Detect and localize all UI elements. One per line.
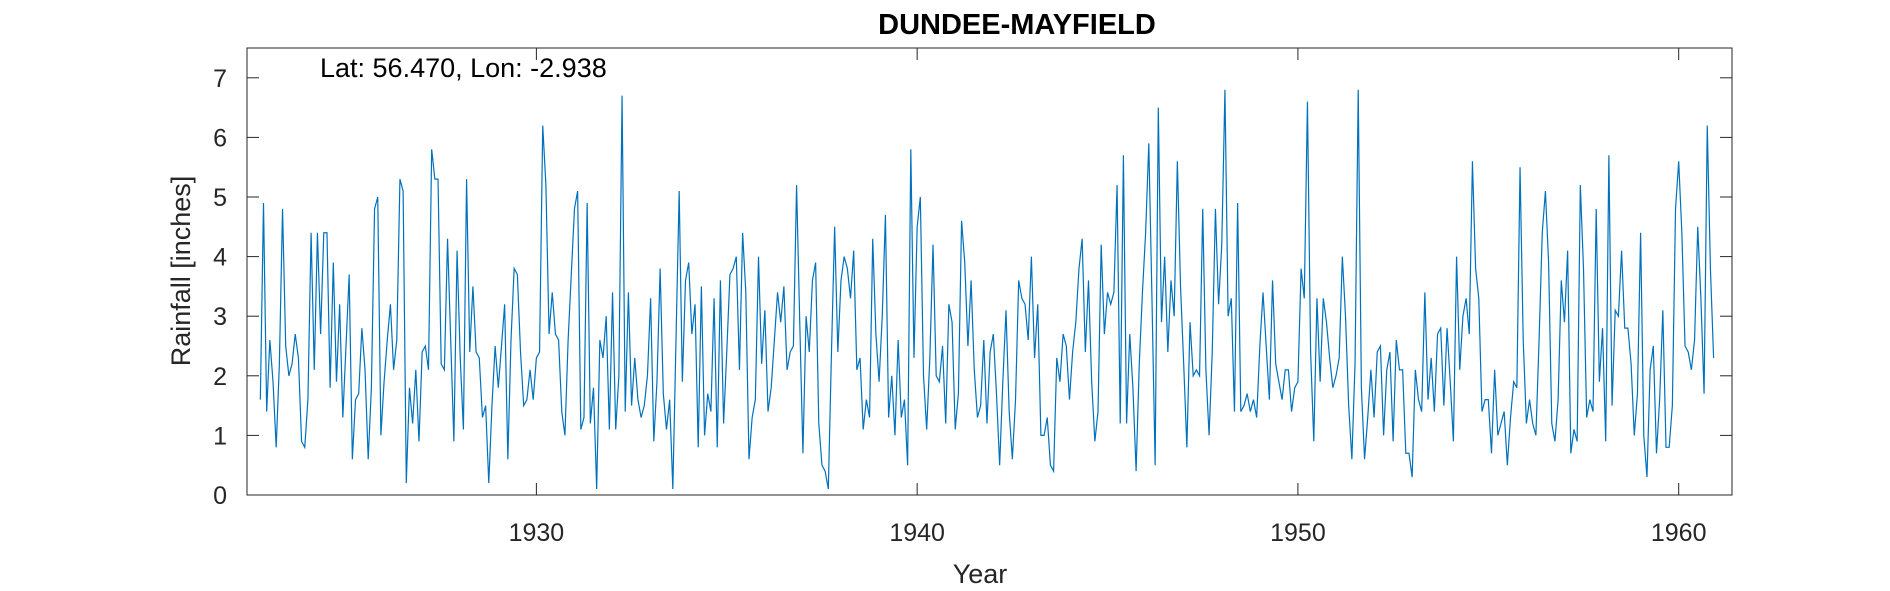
y-axis-ticks: 0 1 2 3 4 5 6 7	[213, 65, 1732, 510]
x-tick-label: 1950	[1270, 519, 1326, 547]
y-tick-label: 0	[213, 482, 227, 510]
y-tick-label: 2	[213, 363, 227, 391]
y-tick-label: 1	[213, 422, 227, 450]
x-tick-label: 1960	[1651, 519, 1707, 547]
chart-title: DUNDEE-MAYFIELD	[878, 9, 1156, 41]
y-tick-label: 4	[213, 244, 227, 272]
x-tick-label: 1930	[509, 519, 565, 547]
location-annotation: Lat: 56.470, Lon: -2.938	[320, 53, 607, 83]
x-axis-ticks: 1930 1940 1950 1960	[509, 48, 1707, 547]
y-tick-label: 6	[213, 124, 227, 152]
x-axis-label: Year	[953, 559, 1008, 589]
plot-area-box	[246, 47, 1733, 496]
y-tick-label: 3	[213, 303, 227, 331]
x-tick-label: 1940	[889, 519, 945, 547]
y-tick-label: 7	[213, 65, 227, 93]
rainfall-series-line	[259, 89, 1715, 490]
y-tick-label: 5	[213, 184, 227, 212]
y-axis-label: Rainfall [inches]	[166, 176, 196, 367]
